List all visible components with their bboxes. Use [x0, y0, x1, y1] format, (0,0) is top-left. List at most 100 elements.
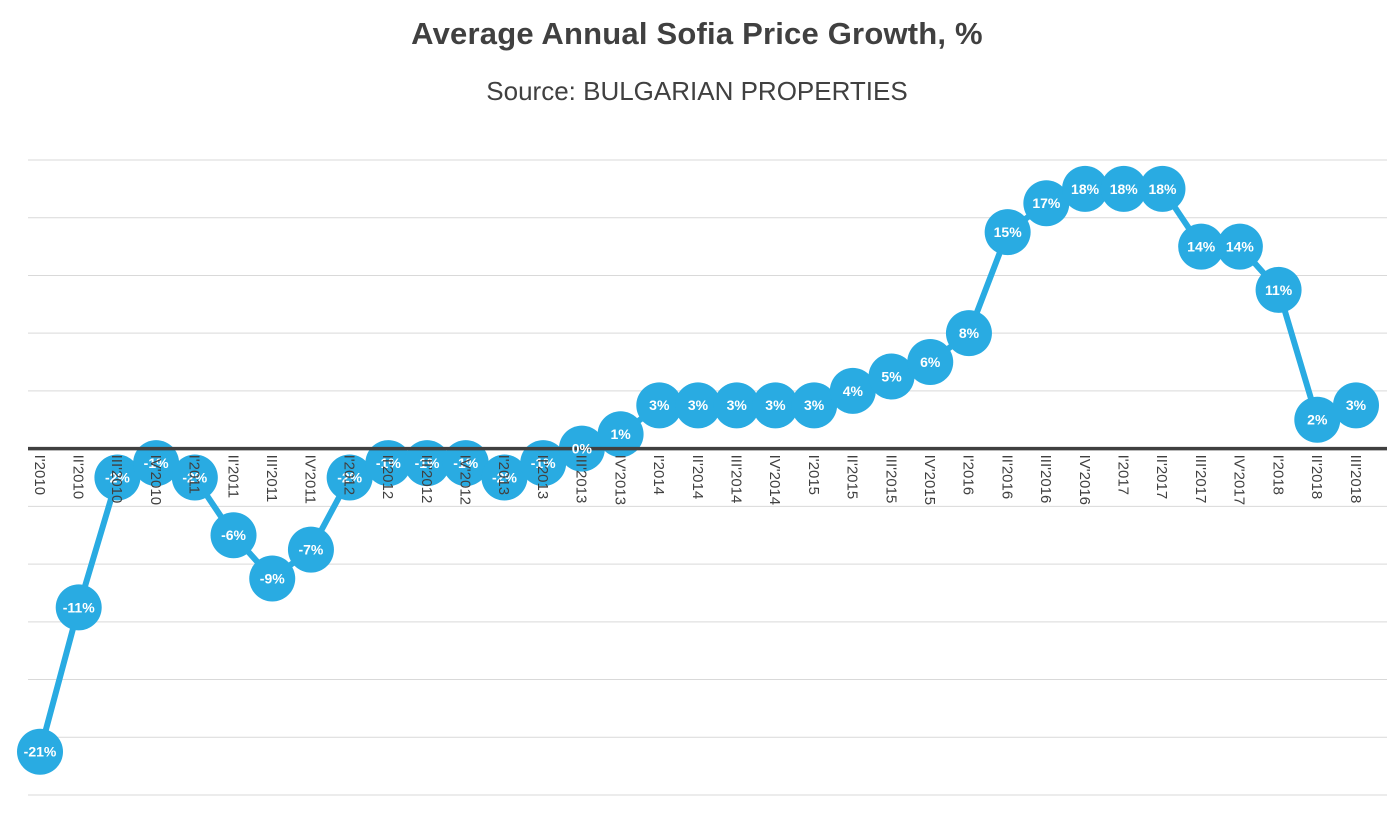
x-axis-label: III'2011	[263, 455, 280, 503]
x-axis-label: II'2011	[224, 455, 241, 498]
x-axis-label: IV'2014	[766, 455, 783, 505]
data-label: 11%	[1265, 282, 1293, 298]
data-label: 3%	[1346, 397, 1367, 413]
data-label: -1%	[453, 455, 478, 471]
data-point-marker	[713, 382, 760, 429]
data-point-marker	[133, 440, 180, 487]
data-label: 3%	[688, 397, 709, 413]
data-point-marker	[791, 382, 838, 429]
data-point-marker	[636, 382, 683, 429]
data-point-marker	[326, 454, 373, 501]
x-axis-label: III'2014	[727, 455, 744, 504]
data-point-marker	[94, 454, 141, 501]
data-label: 6%	[920, 354, 941, 370]
x-axis-label: II'2017	[1153, 455, 1170, 500]
data-point-marker	[442, 440, 489, 487]
data-point-marker	[171, 454, 218, 501]
data-label: 18%	[1148, 181, 1177, 197]
data-point-marker	[17, 728, 63, 775]
x-axis-label: IV'2013	[611, 455, 628, 505]
data-point-marker	[1216, 223, 1263, 270]
x-axis-label: II'2013	[534, 455, 551, 500]
data-label: -11%	[63, 599, 95, 615]
data-label: 3%	[765, 397, 786, 413]
x-axis-label: III'2012	[418, 455, 435, 504]
chart-subtitle: Source: BULGARIAN PROPERTIES	[486, 76, 908, 106]
data-label: -2%	[105, 469, 130, 485]
x-axis-label: I'2014	[650, 455, 667, 495]
data-label: -1%	[531, 455, 556, 471]
data-label: -2%	[182, 469, 207, 485]
data-label: -7%	[298, 542, 323, 558]
x-axis-label: I'2018	[1269, 455, 1286, 495]
data-point-marker	[1333, 382, 1379, 429]
data-point-marker	[287, 526, 334, 573]
data-label: 4%	[843, 383, 864, 399]
data-point-marker	[1178, 223, 1225, 270]
data-label: 3%	[804, 397, 825, 413]
data-point-marker	[249, 555, 296, 602]
data-label: -1%	[376, 455, 401, 471]
x-axis-label: IV'2012	[457, 455, 474, 505]
data-label: 5%	[881, 368, 902, 384]
x-axis-label: I'2017	[1115, 455, 1132, 495]
data-point-marker	[945, 310, 992, 357]
x-axis-label: I'2010	[31, 455, 48, 495]
data-label: -2%	[492, 469, 517, 485]
data-label: 2%	[1307, 412, 1328, 428]
x-axis-label: III'2018	[1347, 455, 1364, 504]
data-label: 0%	[572, 441, 593, 457]
data-label: -2%	[337, 469, 362, 485]
data-point-marker	[1062, 165, 1109, 212]
data-point-marker	[907, 339, 954, 386]
x-axis-label: II'2015	[844, 455, 861, 500]
data-point-marker	[365, 440, 412, 487]
data-point-marker	[55, 584, 102, 631]
data-point-marker	[404, 440, 451, 487]
x-axis-label: IV'2011	[302, 455, 319, 504]
data-point-marker	[984, 209, 1031, 256]
data-label: 3%	[649, 397, 670, 413]
data-point-marker	[1294, 396, 1341, 443]
data-label: 14%	[1226, 238, 1255, 254]
data-label: 17%	[1032, 195, 1061, 211]
x-axis-label: I'2016	[960, 455, 977, 495]
x-axis-label: III'2016	[1037, 455, 1054, 504]
data-point-marker	[210, 512, 257, 559]
x-axis-label: I'2011	[186, 455, 203, 494]
data-label: 8%	[959, 325, 980, 341]
data-label: -21%	[24, 744, 57, 760]
data-label: 3%	[727, 397, 748, 413]
x-axis-label: II'2010	[69, 455, 86, 500]
data-point-marker	[481, 454, 528, 501]
data-label: -1%	[144, 455, 169, 471]
data-point-marker	[597, 411, 644, 458]
data-point-marker	[520, 440, 567, 487]
x-axis-label: I'2015	[805, 455, 822, 495]
x-axis-label: II'2012	[379, 455, 396, 500]
x-axis-label: II'2018	[1308, 455, 1325, 500]
data-label: 1%	[610, 426, 631, 442]
x-axis-label: IV'2017	[1231, 455, 1248, 505]
data-point-marker	[675, 382, 721, 429]
x-axis-label: I'2013	[495, 455, 512, 495]
data-label: -6%	[221, 527, 246, 543]
data-label: 18%	[1110, 181, 1139, 197]
x-axis-label: I'2012	[340, 455, 357, 495]
data-label: -1%	[415, 455, 440, 471]
x-axis-label: IV'2016	[1076, 455, 1093, 505]
data-label: 18%	[1071, 181, 1100, 197]
chart-title: Average Annual Sofia Price Growth, %	[411, 16, 983, 51]
x-axis-label: II'2014	[689, 455, 706, 500]
x-axis-label: III'2013	[573, 455, 590, 504]
data-label: 14%	[1187, 238, 1216, 254]
x-axis-label: III'2015	[882, 455, 899, 504]
data-label: -9%	[260, 570, 285, 586]
x-axis-label: IV'2015	[921, 455, 938, 505]
data-point-marker	[868, 353, 915, 400]
data-point-marker	[1255, 266, 1302, 313]
data-point-marker	[829, 367, 876, 414]
x-axis-label: IV'2010	[147, 455, 164, 505]
